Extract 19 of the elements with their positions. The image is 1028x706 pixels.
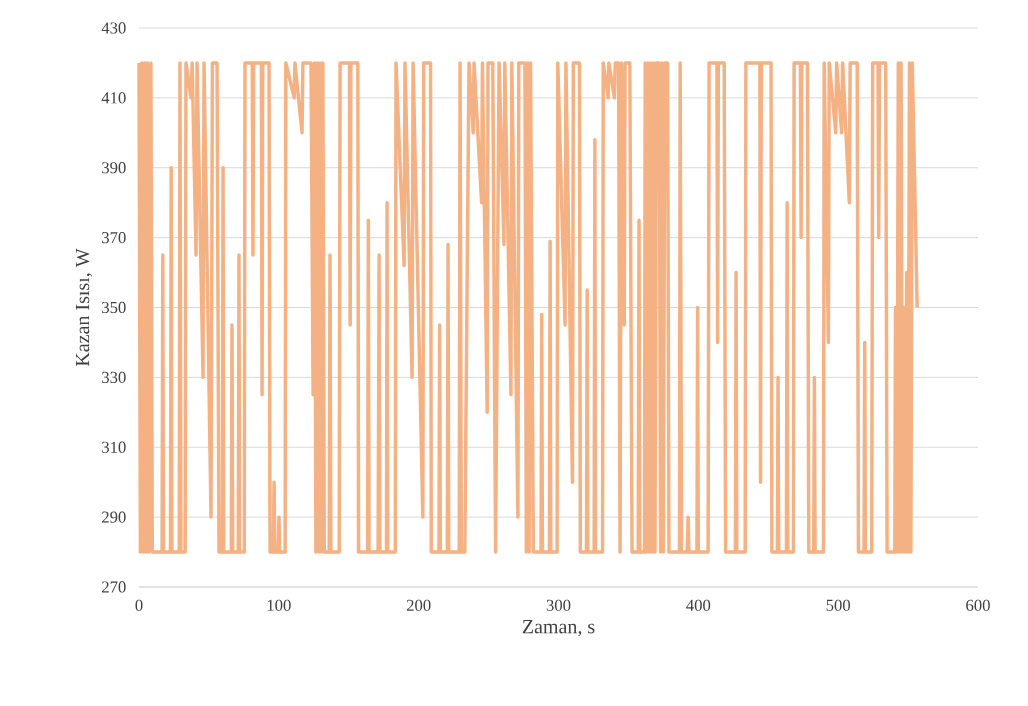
y-tick-label: 370 xyxy=(102,231,126,244)
x-tick-label: 400 xyxy=(686,599,711,611)
y-tick-label: 390 xyxy=(102,162,126,174)
y-tick-label: 270 xyxy=(102,581,126,593)
y-tick-label: 350 xyxy=(102,301,126,314)
x-tick-label: 0 xyxy=(135,599,143,611)
y-tick-label: 310 xyxy=(102,441,126,453)
x-axis-title: Zaman, s xyxy=(522,620,595,637)
y-tick-label: 330 xyxy=(102,371,126,383)
x-tick-label: 300 xyxy=(546,599,571,611)
y-tick-label: 290 xyxy=(102,511,126,523)
x-tick-label: 500 xyxy=(826,599,851,611)
x-tick-label: 600 xyxy=(966,599,990,611)
y-tick-label: 410 xyxy=(101,92,126,104)
line-series xyxy=(137,61,919,554)
y-tick-label: 430 xyxy=(101,22,126,34)
x-tick-label: 100 xyxy=(267,599,291,611)
x-tick-label: 200 xyxy=(406,599,431,611)
y-axis-title: Kazan Isısı, W xyxy=(75,248,93,367)
